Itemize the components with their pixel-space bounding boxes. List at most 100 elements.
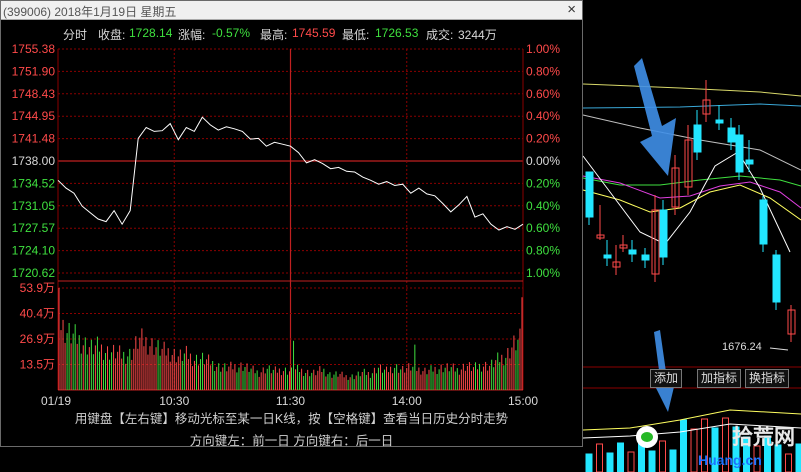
kline-volume-bar — [606, 452, 614, 472]
kline-volume-bar — [732, 426, 740, 472]
kline-volume-bar — [743, 436, 750, 472]
intraday-popup: (399006) 2018年1月19日 星期五 × 分时 收盘: 1728.14… — [0, 0, 583, 448]
high-value: 1745.59 — [292, 26, 336, 40]
annotation-arrow — [634, 58, 676, 176]
candle-body — [727, 127, 736, 143]
percent-tick-label: 1.00% — [526, 266, 560, 280]
candle-body — [745, 159, 754, 165]
volume-tick-label: 40.4万 — [20, 307, 55, 321]
price-axis: 1755.38 1.00% 1751.90 0.80% 1748.43 0.60% 1744… — [12, 42, 561, 280]
volume-ma-line — [582, 409, 801, 431]
change-label: 涨幅: — [178, 28, 206, 42]
candle-body — [651, 209, 660, 275]
candle-body — [585, 171, 594, 218]
price-tick-label: 1744.95 — [12, 109, 56, 123]
percent-tick-label: 0.80% — [526, 64, 560, 78]
turnover-label: 成交: — [426, 28, 454, 42]
time-tick-label: 10:30 — [159, 394, 189, 408]
candle-body — [759, 199, 768, 245]
candle-body — [693, 124, 702, 153]
kline-volume-bar — [795, 443, 801, 472]
candle-body — [735, 134, 744, 173]
percent-tick-label: 0.20% — [526, 176, 560, 190]
switch-indicator-button[interactable]: 换指标 — [745, 369, 790, 388]
price-tick-label: 1720.62 — [12, 266, 56, 280]
moving-average-line — [582, 184, 801, 221]
candle-body — [715, 119, 724, 124]
candle-body — [787, 309, 796, 335]
kline-volume-bar — [690, 428, 698, 472]
kline-volume-bar — [785, 453, 792, 472]
percent-tick-label: 0.80% — [526, 244, 560, 258]
percent-tick-label: 0.40% — [526, 109, 560, 123]
volume-ma-line — [582, 423, 801, 439]
low-label: 最低: — [342, 28, 370, 42]
close-value: 1728.14 — [129, 26, 173, 40]
kline-volume-bar — [585, 453, 593, 472]
moving-average-line — [582, 175, 801, 187]
kline-volume-bar — [669, 449, 677, 472]
kline-volume-bar — [596, 443, 603, 472]
watermark-site: Huang.cn — [698, 452, 762, 468]
add-indicator-button[interactable]: 添加 — [650, 369, 683, 388]
candle-body — [596, 234, 605, 239]
price-tick-label: 1724.10 — [12, 244, 56, 258]
kline-volume-bar — [701, 418, 708, 472]
price-tick-label: 1755.38 — [12, 42, 56, 56]
time-tick-label: 15:00 — [508, 394, 538, 408]
kline-volume-bar — [722, 417, 729, 472]
percent-tick-label: 0.00% — [526, 154, 560, 168]
moving-average-line — [582, 83, 801, 97]
arrow-key-hint: 方向键左：前一日 方向键右：后一日 — [189, 434, 394, 448]
kline-volume-bar — [627, 451, 635, 472]
percent-tick-label: 0.40% — [526, 199, 560, 213]
candle-body — [619, 244, 628, 249]
candle-body — [603, 254, 612, 259]
turnover-value: 3244万 — [458, 28, 497, 42]
keyboard-hint: 用键盘【左右键】移动光标至某一日K线，按【空格键】查看当日历史分时走势 — [74, 412, 509, 426]
popup-titlebar[interactable]: (399006) 2018年1月19日 星期五 × — [1, 1, 582, 20]
percent-tick-label: 0.20% — [526, 132, 560, 146]
volume-axis: 53.9万 40.4万 26.9万 13.5万 — [20, 281, 55, 372]
price-tick-label: 1751.90 — [12, 64, 56, 78]
watermark-cn: 拾荒网 — [732, 426, 795, 449]
candle-body — [612, 261, 621, 268]
time-axis: 01/19 10:30 11:30 14:00 15:00 — [41, 394, 538, 408]
close-label: 收盘: — [98, 28, 126, 42]
volume-tick-label: 13.5万 — [20, 358, 55, 372]
candle-body — [702, 99, 711, 115]
candle-body — [659, 209, 668, 258]
kline-volume-bar — [774, 444, 782, 472]
more-indicator-button[interactable]: 加指标 — [697, 369, 742, 388]
kline-volume-bar — [659, 440, 666, 472]
intraday-chart: 1755.38 1.00% 1751.90 0.80% 1748.43 0.60% 1744… — [12, 42, 561, 408]
percent-tick-label: 0.60% — [526, 221, 560, 235]
price-line — [57, 116, 524, 231]
kline-panel — [582, 58, 801, 472]
candle-body — [772, 254, 781, 303]
moving-average-line — [582, 103, 801, 109]
volume-tick-label: 53.9万 — [20, 281, 55, 295]
moving-average-line — [582, 151, 791, 253]
percent-tick-label: 1.00% — [526, 42, 560, 56]
kline-volume-bar — [648, 450, 656, 472]
time-tick-label: 01/19 — [41, 394, 71, 408]
price-tick-label: 1738.00 — [12, 154, 56, 168]
time-tick-label: 14:00 — [392, 394, 422, 408]
quote-infobar: 分时 收盘: 1728.14 涨幅: -0.57% 最高: 1745.59 最低… — [1, 23, 582, 42]
chart-grid — [57, 48, 524, 391]
watermark: 拾荒网 Huang.cn — [636, 420, 801, 472]
percent-tick-label: 0.60% — [526, 87, 560, 101]
last-price-label: 1676.24 — [722, 341, 762, 353]
close-icon[interactable]: × — [567, 1, 576, 18]
time-tick-label: 11:30 — [276, 394, 305, 408]
high-label: 最高: — [260, 28, 288, 42]
mode-label: 分时 — [63, 28, 88, 42]
kline-volume-bar — [764, 435, 771, 472]
candle-body — [684, 139, 693, 188]
price-tick-label: 1741.48 — [12, 132, 56, 146]
volume-bars — [58, 288, 523, 390]
candle-body — [671, 167, 680, 208]
moving-average-line — [582, 175, 801, 209]
price-tick-label: 1731.05 — [12, 199, 56, 213]
